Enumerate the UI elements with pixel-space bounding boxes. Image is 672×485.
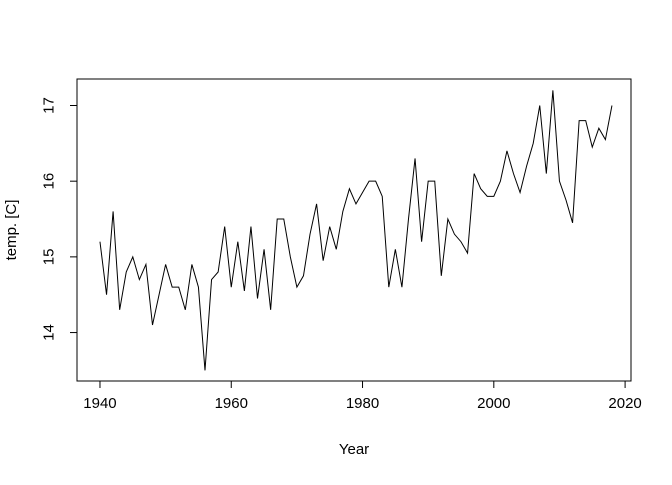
x-axis-title: Year [339, 441, 369, 458]
x-tick-label: 2000 [477, 395, 510, 412]
x-axis: 1940 1960 1980 2000 2020 [83, 381, 642, 412]
y-tick-label: 16 [40, 173, 57, 190]
y-tick-label: 14 [40, 324, 57, 341]
x-tick-label: 1940 [83, 395, 116, 412]
y-axis-title: temp. [C] [3, 200, 20, 261]
y-tick-label: 17 [40, 97, 57, 114]
x-tick-label: 1960 [215, 395, 248, 412]
x-tick-label: 2020 [608, 395, 641, 412]
x-tick-label: 1980 [346, 395, 379, 412]
data-line-annual-temperature [99, 90, 613, 371]
data-series-group [99, 90, 613, 371]
y-axis: 14 15 16 17 [40, 97, 77, 341]
plot-area-box [76, 78, 632, 382]
y-tick-label: 15 [40, 249, 57, 266]
